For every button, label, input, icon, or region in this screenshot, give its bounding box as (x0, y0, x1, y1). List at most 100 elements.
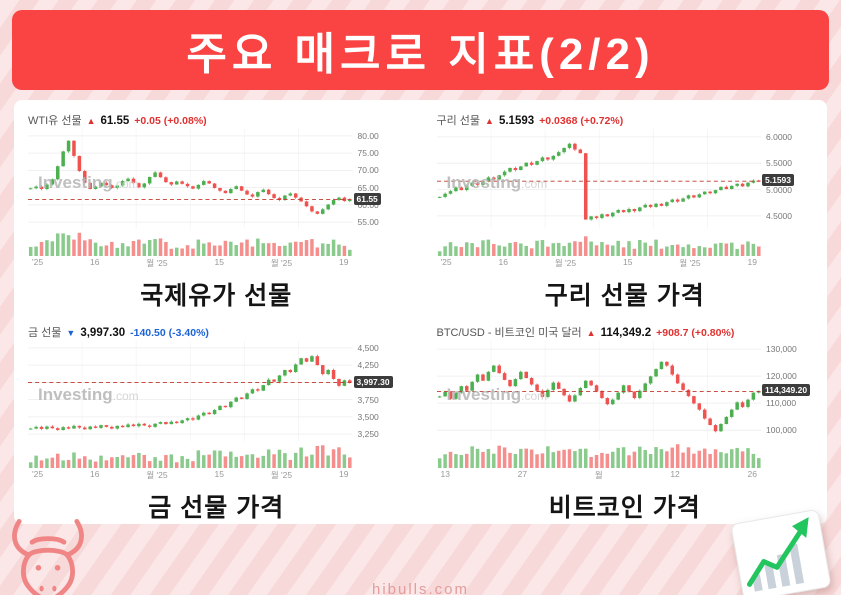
candles-svg (28, 129, 353, 229)
x-axis-label: 월 '25 (146, 258, 168, 268)
price-direction-icon: ▲ (485, 116, 494, 126)
x-axis-label: 15 (214, 257, 224, 267)
chart-header: 금 선물 ▼ 3,997.30 -140.50 (-3.40%) (28, 324, 405, 341)
x-axis-label: 월 (594, 470, 603, 480)
x-axis-label: 19 (747, 257, 757, 267)
candlestick-chart-copper: Investing.com '25 16 월 '25 15 월 '25 19 (436, 129, 762, 271)
chart-body: Investing.com '25 16 월 '25 15 월 '25 19 61.55 … (28, 129, 405, 271)
last-price: 114,349.2 (600, 327, 652, 339)
y-axis-label: 4.5000 (766, 210, 792, 221)
chart-caption-bitcoin: 비트코인 가격 (548, 494, 701, 522)
x-axis-label: 12 (670, 469, 680, 479)
price-change: -140.50 (-3.40%) (130, 327, 209, 339)
y-axis-label: 75.00 (357, 148, 379, 159)
price-direction-icon: ▼ (66, 328, 76, 338)
chart-header: WTI유 선물 ▲ 61.55 +0.05 (+0.08%) (28, 112, 405, 129)
y-axis-label: 55.00 (357, 217, 379, 228)
chart-panel-copper: 구리 선물 ▲ 5.1593 +0.0368 (+0.72%) Investin… (432, 108, 817, 271)
last-price: 5.1593 (498, 115, 535, 127)
y-axis-label: 65.00 (357, 182, 379, 193)
price-change: +908.7 (+0.80%) (656, 327, 735, 339)
site-url: hibulls.com (371, 581, 470, 595)
y-axis-label: 110,000 (766, 398, 797, 409)
x-axis-label: '25 (32, 257, 44, 267)
y-axis-label: 4,250 (357, 360, 379, 371)
cell-copper: 구리 선물 ▲ 5.1593 +0.0368 (+0.72%) Investin… (432, 108, 817, 310)
volume-svg (437, 444, 761, 468)
x-axis-label: 19 (339, 257, 349, 267)
y-axis-label: 60.00 (357, 199, 379, 210)
x-axis-label: 월 '25 (146, 470, 168, 480)
last-price-tag: 61.55 (353, 192, 381, 205)
chart-panel-gold: 금 선물 ▼ 3,997.30 -140.50 (-3.40%) Investi… (24, 320, 409, 483)
x-axis-label: 월 '25 (554, 258, 577, 268)
x-axis-label: 월 '25 (679, 258, 701, 268)
price-direction-icon: ▲ (86, 116, 96, 126)
x-axis: '25 16 월 '25 15 월 '25 19 (28, 468, 353, 481)
chart-header: BTC/USD - 비트코인 미국 달러 ▲ 114,349.2 +908.7 … (437, 324, 814, 341)
x-axis-label: 13 (440, 469, 450, 479)
y-axis: 114,349.20 130,000 120,000 110,000 100,000 (761, 341, 813, 483)
y-axis: 5.1593 6.0000 5.5000 5.0000 4.5000 (761, 129, 813, 271)
chart-caption-copper: 구리 선물 가격 (544, 282, 705, 310)
candles-svg (436, 341, 761, 441)
x-axis-label: 15 (214, 469, 224, 479)
x-axis: '25 16 월 '25 15 월 '25 19 (437, 256, 762, 269)
last-price: 61.55 (100, 115, 130, 127)
y-axis-label: 70.00 (357, 165, 379, 176)
y-axis-label: 130,000 (766, 344, 797, 355)
last-price-tag: 114,349.20 (762, 384, 811, 397)
candlestick-chart-bitcoin: Investing.com 13 27 월 12 26 (436, 341, 762, 483)
chart-panel-bitcoin: BTC/USD - 비트코인 미국 달러 ▲ 114,349.2 +908.7 … (432, 320, 817, 483)
instrument-name: WTI유 선물 (28, 115, 82, 127)
y-axis: 61.55 80.00 75.00 70.00 65.00 60.00 55.00 (353, 129, 405, 271)
chart-body: Investing.com '25 16 월 '25 15 월 '25 19 5.1593… (436, 129, 814, 271)
volume-svg (437, 236, 761, 256)
x-axis-label: 16 (89, 469, 100, 479)
volume-svg (28, 232, 352, 256)
candles-svg (436, 129, 761, 229)
x-axis-label: 월 '25 (270, 258, 293, 268)
chart-panel-wti: WTI유 선물 ▲ 61.55 +0.05 (+0.08%) Investing… (24, 108, 409, 271)
instrument-name: BTC/USD - 비트코인 미국 달러 (436, 327, 582, 339)
volume-svg (28, 445, 352, 468)
cell-bitcoin: BTC/USD - 비트코인 미국 달러 ▲ 114,349.2 +908.7 … (432, 320, 817, 522)
last-price-tag: 5.1593 (762, 174, 794, 187)
cell-wti: WTI유 선물 ▲ 61.55 +0.05 (+0.08%) Investing… (24, 108, 409, 310)
y-axis-label: 3,750 (357, 394, 379, 405)
x-axis-label: 27 (517, 469, 528, 479)
candlestick-chart-gold: Investing.com '25 16 월 '25 15 월 '25 19 (28, 341, 353, 483)
candles-svg (28, 341, 353, 441)
candlestick-chart-wti: Investing.com '25 16 월 '25 15 월 '25 19 (28, 129, 353, 271)
y-axis-label: 100,000 (766, 425, 797, 436)
chart-header: 구리 선물 ▲ 5.1593 +0.0368 (+0.72%) (437, 112, 814, 129)
page-title: 주요 매크로 지표(2/2) (186, 30, 655, 79)
y-axis-label: 5.5000 (766, 158, 792, 169)
price-direction-icon: ▲ (586, 328, 596, 338)
x-axis-label: 26 (747, 469, 757, 479)
y-axis-label: 3,250 (357, 429, 379, 440)
chart-caption-wti: 국제유가 선물 (140, 282, 293, 310)
y-axis-label: 120,000 (766, 371, 797, 382)
x-axis: 13 27 월 12 26 (437, 468, 762, 481)
y-axis-label: 3,500 (357, 411, 379, 422)
x-axis-label: 16 (89, 257, 100, 267)
price-change: +0.05 (+0.08%) (134, 115, 207, 127)
instrument-name: 금 선물 (28, 327, 62, 339)
charts-grid: WTI유 선물 ▲ 61.55 +0.05 (+0.08%) Investing… (14, 100, 827, 524)
y-axis-label: 6.0000 (766, 131, 792, 142)
x-axis-label: '25 (440, 257, 452, 267)
rising-chart-icon (731, 510, 831, 595)
x-axis-label: 19 (339, 469, 349, 479)
x-axis-label: 16 (498, 257, 508, 267)
x-axis: '25 16 월 '25 15 월 '25 19 (28, 256, 353, 269)
chart-body: Investing.com 13 27 월 12 26 114,349.20 130,0… (436, 341, 814, 483)
last-price-tag: 3,997.30 (353, 375, 393, 388)
instrument-name: 구리 선물 (436, 115, 481, 127)
y-axis-label: 5.0000 (766, 184, 792, 195)
last-price: 3,997.30 (80, 327, 126, 339)
y-axis-label: 80.00 (357, 130, 379, 141)
chart-body: Investing.com '25 16 월 '25 15 월 '25 19 3,997.… (28, 341, 405, 483)
x-axis-label: '25 (32, 469, 44, 479)
